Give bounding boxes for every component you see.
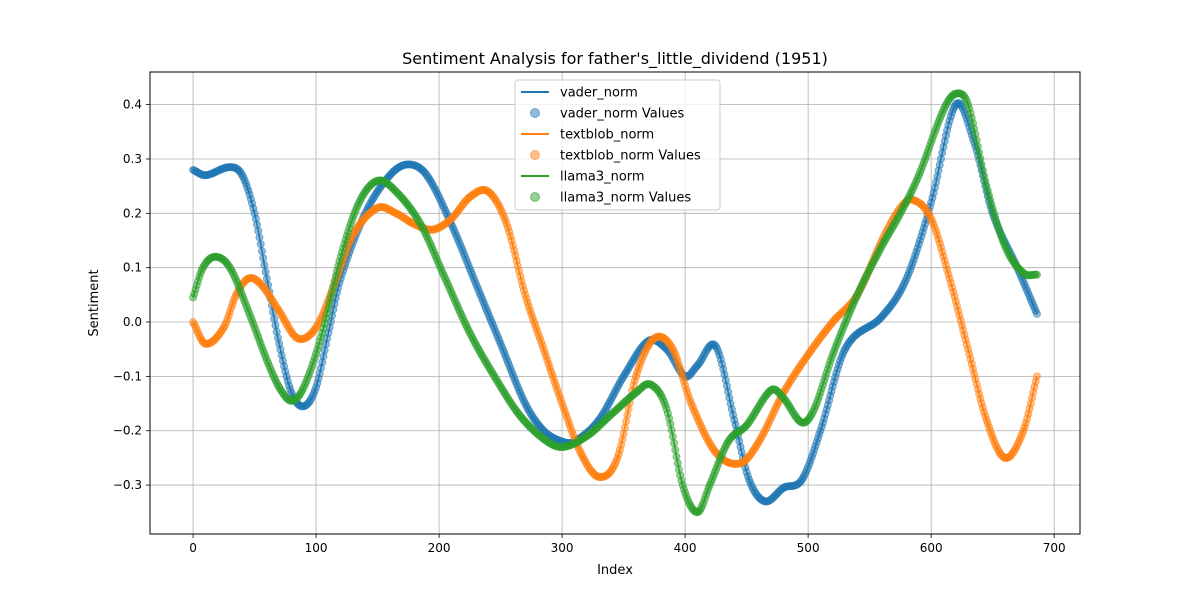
legend-marker-swatch (530, 108, 540, 118)
plot-data (189, 89, 1041, 517)
y-tick-label: −0.1 (113, 369, 142, 383)
x-tick-label: 400 (674, 541, 697, 555)
legend-label: llama3_norm (560, 170, 645, 185)
series-line (192, 102, 1038, 503)
y-tick-label: −0.2 (113, 424, 142, 438)
legend-box (514, 79, 721, 211)
y-tick-label: 0.2 (123, 206, 142, 220)
x-tick-label: 100 (305, 541, 328, 555)
y-tick-label: 0.0 (123, 315, 142, 329)
series-line (192, 92, 1037, 514)
y-axis-label: Sentiment (87, 269, 102, 336)
series-llama3_norm (189, 89, 1041, 517)
x-tick-label: 600 (920, 541, 943, 555)
plot-frame (149, 71, 1081, 535)
y-tick-label: 0.1 (123, 261, 142, 275)
legend-label: textblob_norm (560, 128, 654, 143)
legend-label: vader_norm Values (560, 107, 685, 122)
chart-title: Sentiment Analysis for father's_little_d… (402, 49, 828, 69)
legend-marker-swatch (530, 150, 540, 160)
y-tick-label: 0.4 (123, 98, 142, 112)
legend-label: textblob_norm Values (560, 149, 701, 164)
legend-label: llama3_norm Values (560, 191, 691, 206)
x-tick-label: 500 (797, 541, 820, 555)
x-tick-label: 700 (1043, 541, 1066, 555)
x-tick-label: 300 (551, 541, 574, 555)
x-tick-label: 200 (428, 541, 451, 555)
y-tick-label: −0.3 (113, 478, 142, 492)
legend: vader_norm vader_norm Values textblob_norm… (514, 79, 721, 211)
y-tick-label: 0.3 (123, 152, 142, 166)
legend-marker-swatch (530, 192, 540, 202)
legend-label: vader_norm (560, 86, 638, 101)
axis-ticks: 0 100 200 300 400 500 600 700 −0.3 −0.2 −0.1 0.0 0.1… (113, 98, 1066, 555)
x-axis-label: Index (597, 563, 633, 578)
x-tick-label: 0 (189, 541, 197, 555)
